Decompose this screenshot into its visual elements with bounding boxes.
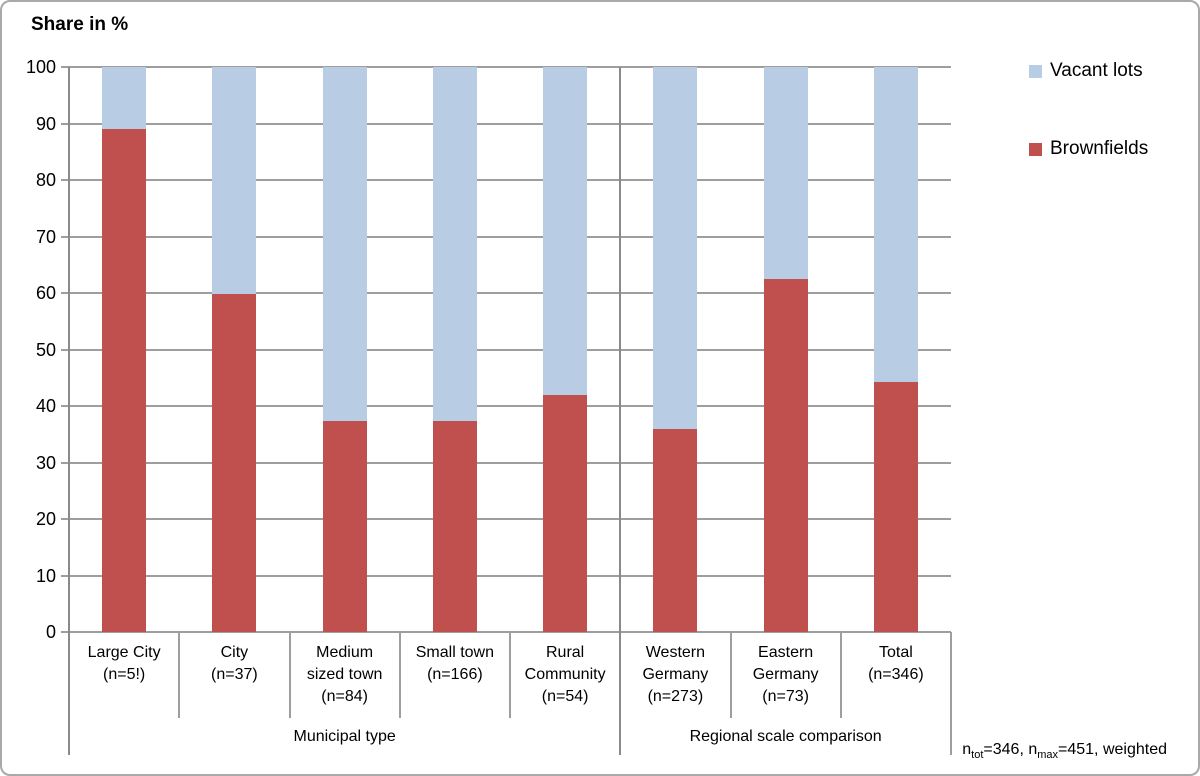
legend-label: Brownfields xyxy=(1050,138,1149,159)
bar-segment-brownfields xyxy=(873,382,918,632)
gridline-10 xyxy=(61,574,951,577)
y-tick-label: 10 xyxy=(35,565,56,586)
x-axis-label: Large City (n=5!) xyxy=(87,644,161,683)
category-separator-line xyxy=(398,632,401,718)
category-separator-line xyxy=(509,632,511,718)
gridline-20 xyxy=(61,518,951,520)
bar-segment-vacant-lots xyxy=(653,67,698,430)
bar-segment-vacant-lots xyxy=(763,67,808,280)
x-axis-label: Total (n=346) xyxy=(868,644,924,683)
y-tick-label: 70 xyxy=(35,226,56,247)
x-axis-label: City (n=37) xyxy=(211,644,258,683)
sample-size-footnote: ntot=346, nmax=451, weighted xyxy=(962,741,1167,762)
group-divider-line xyxy=(619,67,622,755)
gridline-40 xyxy=(61,405,951,407)
x-axis-label: Eastern Germany (n=73) xyxy=(752,644,819,705)
y-tick-label: 80 xyxy=(35,170,56,190)
category-separator-line xyxy=(839,632,842,718)
bar-segment-vacant-lots xyxy=(543,67,588,396)
label-band-right-edge xyxy=(950,632,952,755)
footnote-text: =451, weighted xyxy=(1058,741,1167,758)
gridline-50 xyxy=(61,348,951,351)
legend-label: Vacant lots xyxy=(1050,60,1143,81)
y-axis-line xyxy=(68,67,70,755)
footnote-subscript: max xyxy=(1037,749,1059,762)
bar-segment-brownfields xyxy=(322,420,367,632)
category-separator-line xyxy=(178,632,181,718)
brownfields-swatch-icon xyxy=(1029,142,1042,156)
x-axis-label: Small town (n=166) xyxy=(415,644,494,683)
axis-group-label: Municipal type xyxy=(293,728,396,745)
gridline-30 xyxy=(61,461,951,464)
vacant-lots-swatch-icon xyxy=(1029,64,1042,78)
bar-segment-vacant-lots xyxy=(432,67,477,421)
gridline-90 xyxy=(61,122,951,125)
y-tick-label: 50 xyxy=(35,339,56,360)
y-tick-label: 20 xyxy=(35,509,56,529)
bar-segment-vacant-lots xyxy=(322,67,367,421)
gridline-100 xyxy=(61,66,951,68)
y-tick-label: 0 xyxy=(45,622,56,642)
y-tick-label: 60 xyxy=(35,283,56,303)
gridline-60 xyxy=(61,292,951,294)
footnote-subscript: tot xyxy=(971,749,984,762)
footnote-text: n xyxy=(962,741,972,758)
y-tick-label: 30 xyxy=(35,452,56,473)
legend-item-brownfields: Brownfields xyxy=(1029,138,1148,160)
bar-segment-brownfields xyxy=(432,420,477,632)
y-tick-label: 90 xyxy=(35,113,56,134)
footnote-text: =346, n xyxy=(983,741,1038,758)
bar-segment-brownfields xyxy=(102,129,147,632)
gridline-80 xyxy=(61,179,951,181)
legend-item-vacant-lots: Vacant lots xyxy=(1029,60,1143,82)
x-axis-label: Rural Community (n=54) xyxy=(524,644,606,705)
y-tick-label: 100 xyxy=(25,57,56,77)
bar-segment-brownfields xyxy=(763,279,808,632)
x-axis-label: Western Germany (n=273) xyxy=(642,644,709,705)
bar-segment-brownfields xyxy=(543,395,588,632)
y-tick-label: 40 xyxy=(35,396,56,416)
gridline-70 xyxy=(61,235,951,238)
bar-segment-brownfields xyxy=(653,429,698,632)
bar-segment-vacant-lots xyxy=(102,67,147,130)
x-axis-label: Medium sized town (n=84) xyxy=(306,644,383,705)
bar-segment-vacant-lots xyxy=(212,67,257,295)
category-separator-line xyxy=(729,632,732,718)
gridline-0 xyxy=(61,631,951,633)
axis-group-label: Regional scale comparison xyxy=(689,728,882,745)
bar-segment-brownfields xyxy=(212,294,257,632)
bar-segment-vacant-lots xyxy=(873,67,918,383)
category-separator-line xyxy=(288,632,291,718)
y-axis-title: Share in % xyxy=(31,14,129,35)
